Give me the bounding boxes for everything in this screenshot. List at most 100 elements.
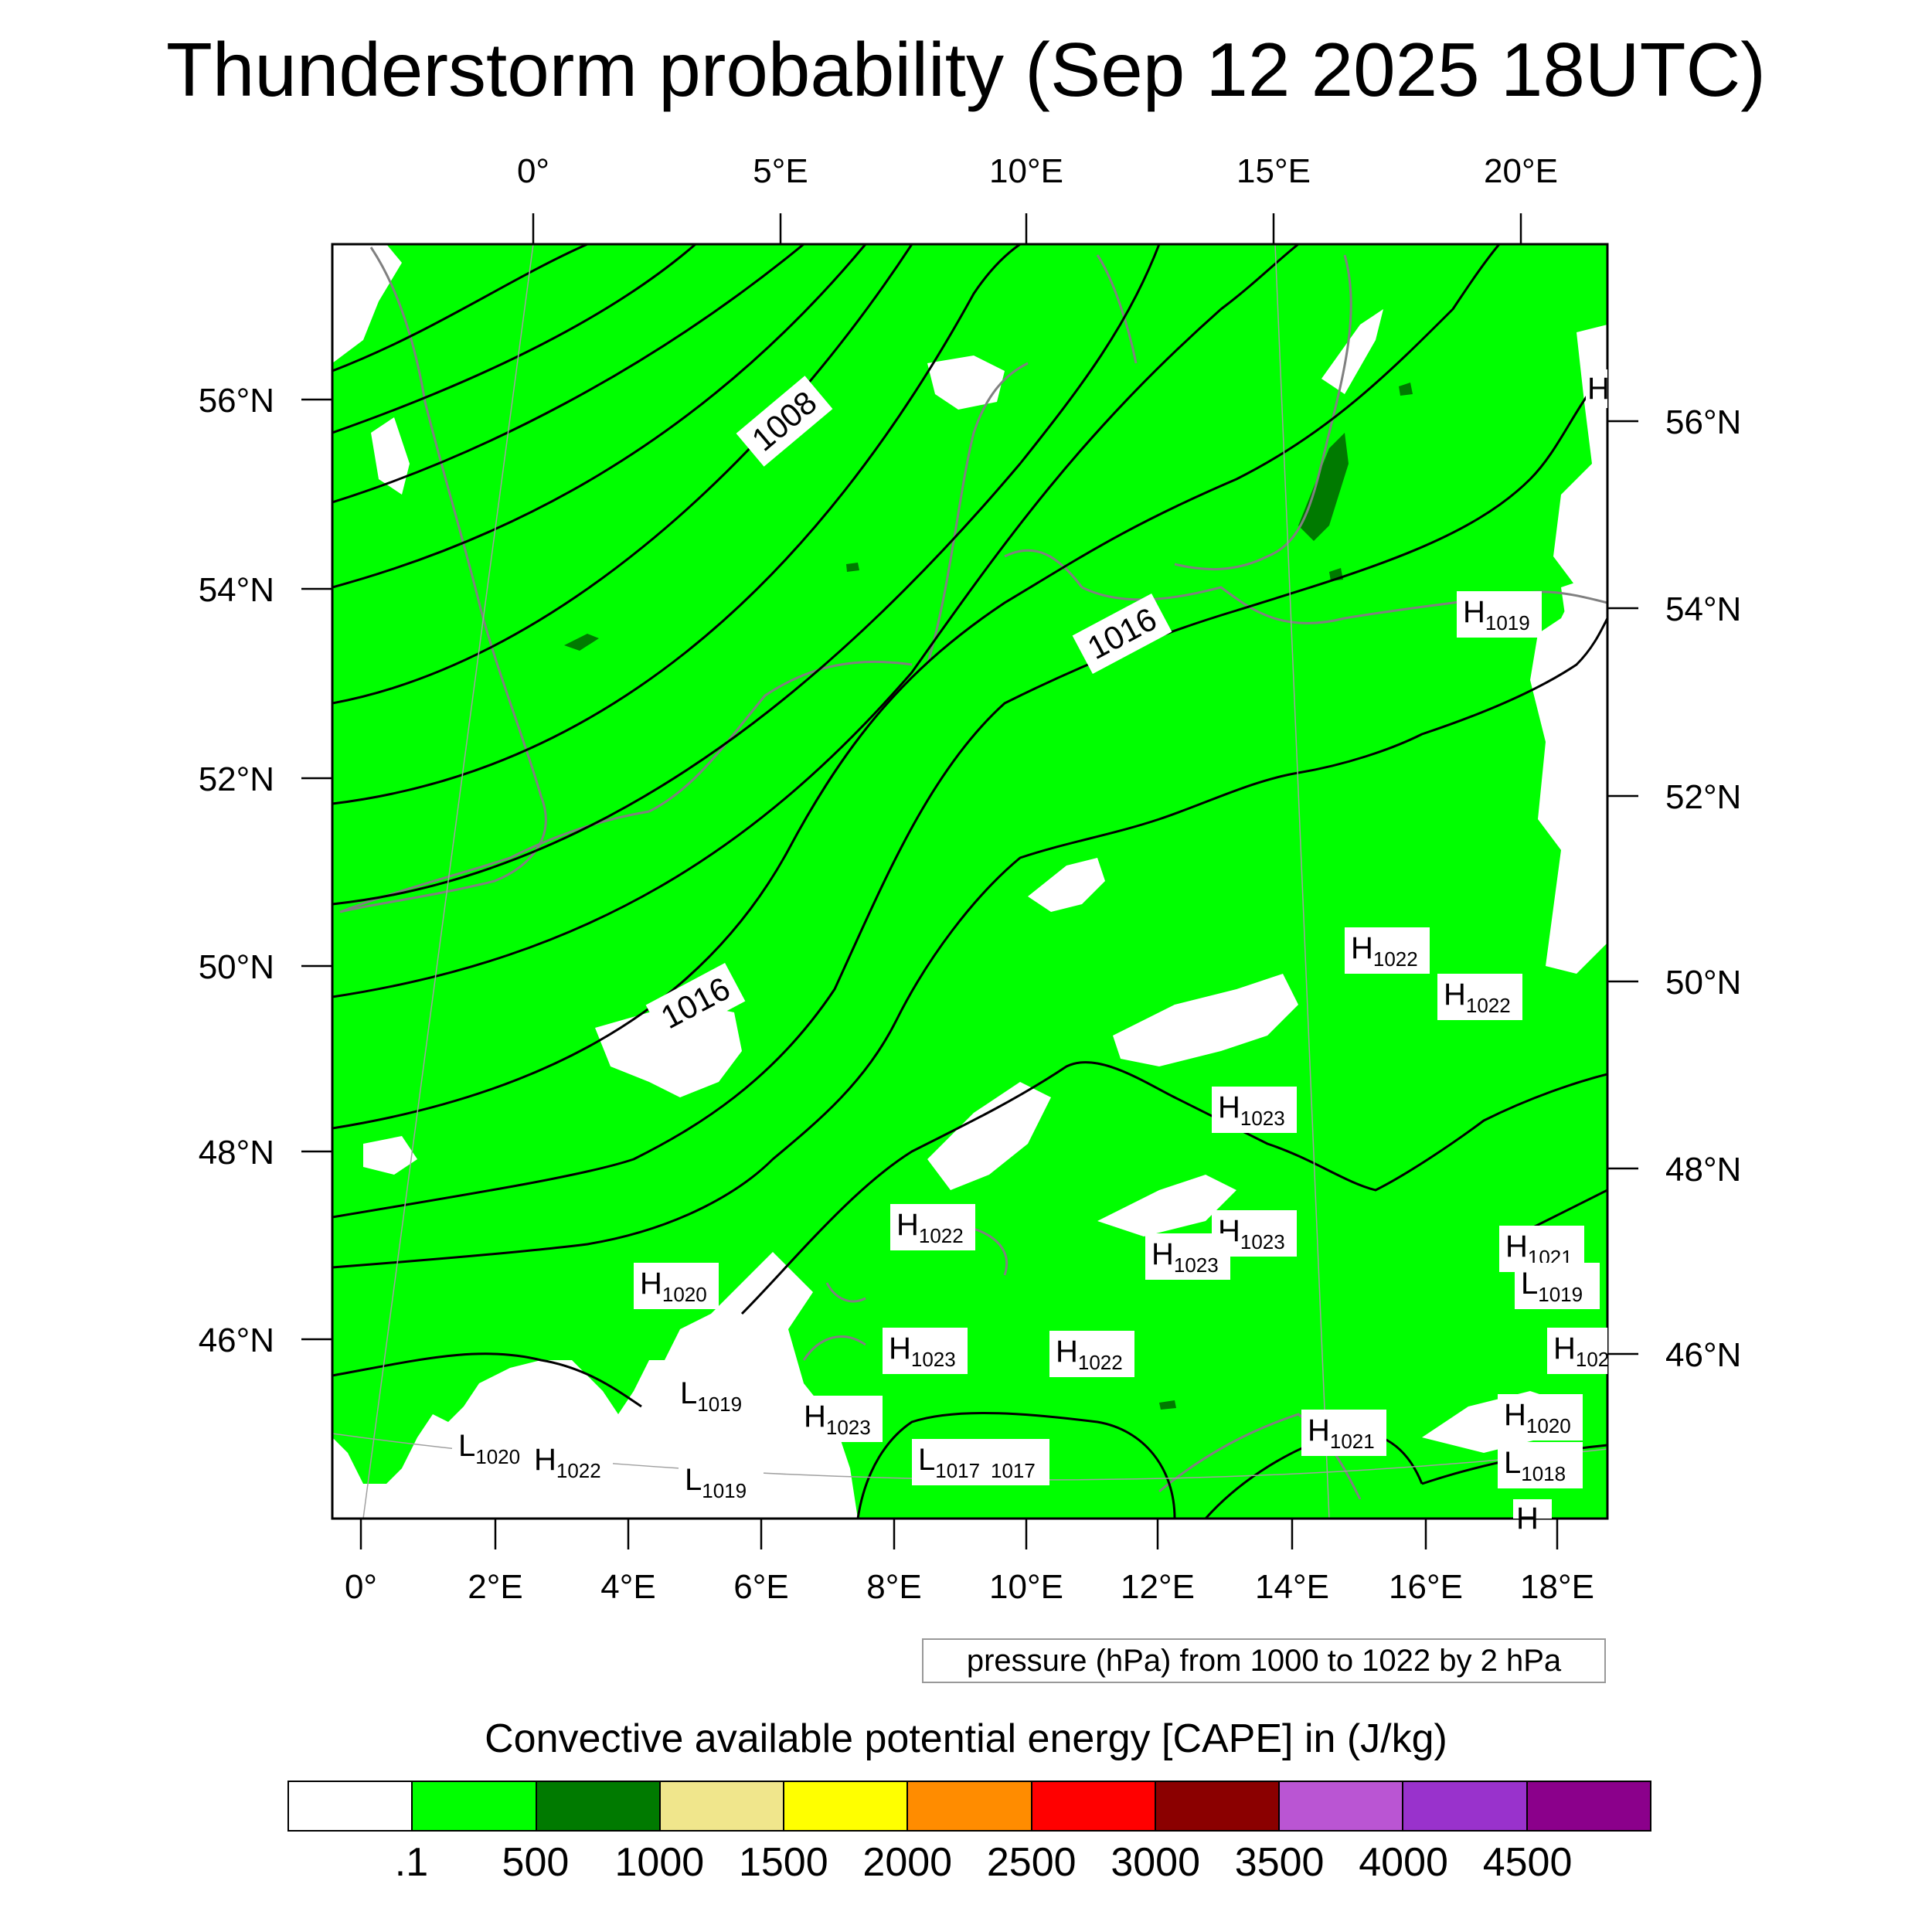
pressure-center-box <box>912 1439 997 1485</box>
pressure-center-box <box>1547 1328 1607 1374</box>
pressure-center-letter: L <box>918 1443 935 1477</box>
colorbar <box>287 1781 1651 1832</box>
pressure-center-label: H102 <box>1553 1332 1609 1371</box>
cape-white-patch-1 <box>595 1005 742 1097</box>
pressure-center-value: 102 <box>1576 1348 1609 1371</box>
contour-label-box <box>645 963 746 1043</box>
colorbar-title: Convective available potential energy [C… <box>485 1716 1447 1761</box>
top-lon-labels: 0° 5°E 10°E 15°E 20°E <box>517 152 1558 190</box>
pressure-center-label: L1019 <box>1521 1267 1583 1306</box>
pressure-center-value: 1023 <box>826 1416 871 1439</box>
colorbar-label: 1500 <box>738 1840 828 1885</box>
pressure-center-box <box>1586 369 1607 408</box>
pressure-center: H1023 <box>1145 1233 1230 1280</box>
pressure-center-value: 1020 <box>662 1283 707 1306</box>
pressure-center: H1020 <box>1498 1394 1583 1440</box>
colorbar-box <box>289 1782 413 1830</box>
pressure-center: L1019 <box>674 1372 759 1419</box>
axis-ticks <box>301 213 1638 1549</box>
isobar <box>332 244 913 705</box>
cape-white-patch-5 <box>1097 1175 1236 1236</box>
cape-darkgreen-spot-5 <box>1399 383 1413 396</box>
bottom-lon-label: 16°E <box>1389 1568 1463 1606</box>
pressure-center-letter: H <box>1056 1335 1078 1369</box>
pressure-center-letter: H <box>804 1400 826 1434</box>
colorbar-box <box>1032 1782 1156 1830</box>
pressure-center-box <box>674 1372 759 1419</box>
pressure-center-value: 1023 <box>1240 1230 1285 1253</box>
coastline-netherlands <box>648 660 913 813</box>
colorbar-box <box>784 1782 909 1830</box>
bottom-lon-label: 8°E <box>866 1568 921 1606</box>
pressure-center-label: H1022 <box>1351 931 1418 971</box>
pressure-center: 1017 <box>988 1439 1049 1485</box>
cape-green-area <box>332 244 1607 1519</box>
colorbar-box <box>660 1782 785 1830</box>
cape-darkgreen-spot-1 <box>1298 433 1349 541</box>
pressure-center-letter: L <box>685 1463 702 1497</box>
isobar <box>332 244 867 589</box>
pressure-center-label: H1022 <box>896 1208 964 1247</box>
bottom-lon-label: 0° <box>345 1568 377 1606</box>
isobar <box>856 1411 1176 1519</box>
pressure-center-label: L1020 <box>458 1429 520 1468</box>
right-lat-label: 50°N <box>1665 964 1741 1002</box>
coastline-adriatic <box>1158 1413 1362 1500</box>
pressure-center-value: 1022 <box>919 1224 964 1247</box>
top-lon-label: 10°E <box>989 152 1063 190</box>
pressure-center-box <box>452 1425 537 1471</box>
pressure-center-box <box>634 1263 719 1309</box>
bottom-lon-label: 14°E <box>1255 1568 1329 1606</box>
left-lat-label: 52°N <box>199 760 274 798</box>
cape-white-patch-4 <box>927 1082 1051 1190</box>
right-lat-label: 46°N <box>1665 1336 1741 1374</box>
top-lon-label: 0° <box>517 152 549 190</box>
pressure-center-value: 1023 <box>911 1348 956 1371</box>
pressure-center-value: 1022 <box>1373 947 1418 971</box>
pressure-center-box <box>1498 1394 1583 1440</box>
bottom-lon-label: 18°E <box>1520 1568 1594 1606</box>
pressure-center: H1022 <box>1345 927 1430 974</box>
pressure-center-letter: H <box>1151 1237 1174 1271</box>
pressure-center-label: L1019 <box>685 1463 747 1502</box>
left-lat-label: 54°N <box>199 571 274 609</box>
colorbar-box <box>1527 1782 1650 1830</box>
pressure-center: H1023 <box>798 1396 883 1442</box>
pressure-center-box <box>1212 1087 1297 1133</box>
pressure-center-box <box>1437 974 1522 1020</box>
pressure-center-value: 1019 <box>697 1393 742 1416</box>
pressure-center-label: H1023 <box>804 1400 871 1439</box>
coastlines <box>339 247 1607 1500</box>
chart-title: Thunderstorm probability (Sep 12 2025 18… <box>166 27 1766 112</box>
isobar <box>332 244 696 434</box>
pressure-center-box <box>798 1396 883 1442</box>
pressure-center-letter: H <box>896 1208 919 1242</box>
cape-white-patch-10 <box>1321 309 1383 394</box>
cape-white-patch-9 <box>927 355 1005 410</box>
pressure-center-value: 1018 <box>1521 1462 1566 1485</box>
colorbar-label: 4000 <box>1359 1840 1448 1885</box>
isobar <box>332 617 1607 1269</box>
isobar <box>332 369 1607 1219</box>
pressure-center-label: 1017 <box>991 1459 1036 1482</box>
pressure-center: H1022 <box>528 1439 613 1485</box>
pressure-center-box <box>1515 1263 1600 1309</box>
pressure-center: L1020 <box>452 1425 537 1471</box>
pressure-note: pressure (hPa) from 1000 to 1022 by 2 hP… <box>922 1638 1606 1683</box>
cape-white-patch-12 <box>1561 572 1607 804</box>
pressure-center-label: H1023 <box>889 1332 956 1371</box>
colorbar-box <box>908 1782 1032 1830</box>
colorbar-label: 2000 <box>862 1840 953 1885</box>
isobar <box>332 1061 1607 1408</box>
pressure-center-value: 1021 <box>1330 1430 1375 1453</box>
pressure-center-box <box>890 1204 975 1250</box>
pressure-center-letter: H <box>1351 931 1373 965</box>
pressure-center-box <box>1145 1233 1230 1280</box>
pressure-center-letter: H <box>1553 1332 1576 1366</box>
pressure-center-letter: H <box>1444 978 1466 1012</box>
pressure-center-label: H1021 <box>1308 1413 1375 1453</box>
pressure-center-value: 1017 <box>991 1459 1036 1482</box>
right-lat-label: 48°N <box>1665 1151 1741 1189</box>
right-lat-label: 54°N <box>1665 590 1741 628</box>
